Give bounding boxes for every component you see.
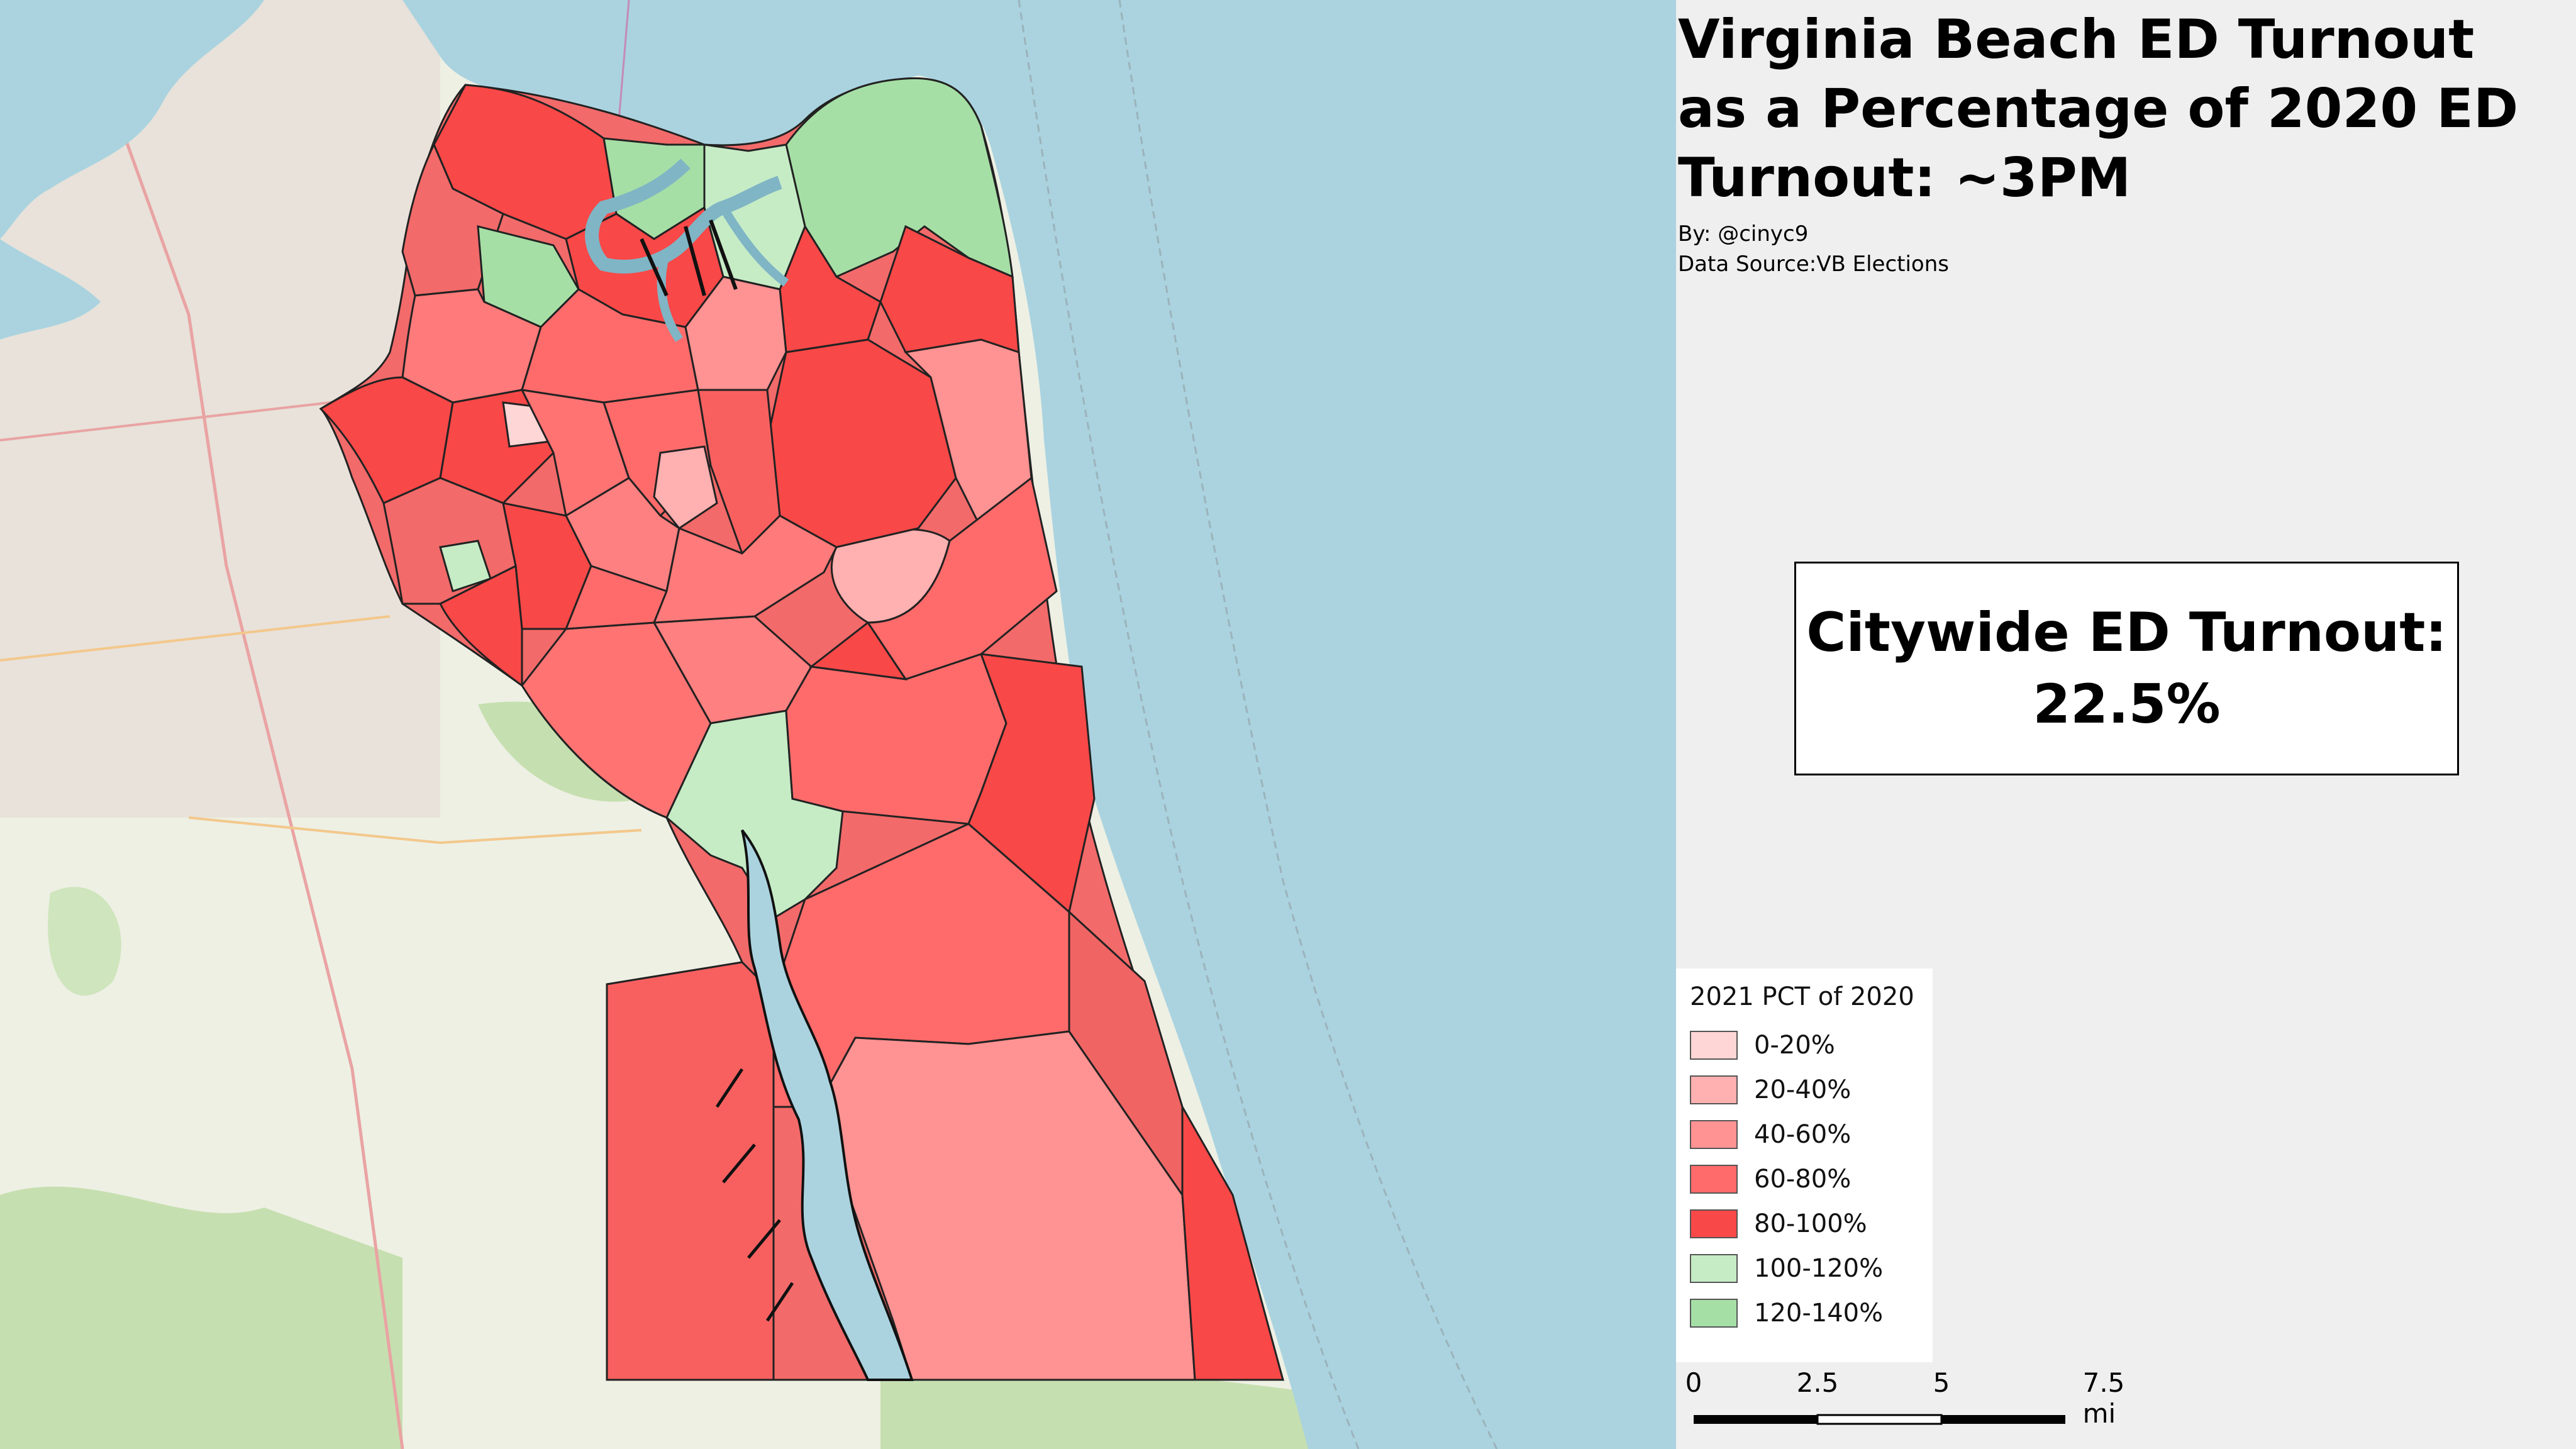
basemap-park	[880, 1367, 1384, 1449]
legend-label: 40-60%	[1754, 1119, 1852, 1149]
map-title: Virginia Beach ED Turnout as a Percentag…	[1678, 8, 2519, 209]
legend-swatch	[1690, 1253, 1738, 1283]
precinct[interactable]	[809, 621, 908, 680]
legend-swatch	[1690, 1030, 1738, 1060]
data-source: Data Source:VB Elections	[1678, 252, 1949, 277]
precinct[interactable]	[785, 77, 1014, 279]
basemap-road	[0, 615, 391, 662]
map-frame[interactable]	[0, 0, 1676, 1449]
precinct[interactable]	[1181, 1103, 1284, 1381]
legend-item: 20-40%	[1690, 1067, 1933, 1112]
precinct[interactable]	[521, 621, 712, 819]
legend: 2021 PCT of 2020 0-20% 20-40% 40-60% 60-…	[1676, 969, 1933, 1362]
water-river	[0, 239, 101, 340]
basemap-road	[74, 0, 404, 1449]
water-inlet	[719, 205, 789, 287]
legend-item: 40-60%	[1690, 1112, 1933, 1157]
precinct[interactable]	[879, 225, 1020, 354]
citywide-turnout-value: 22.5%	[2033, 673, 2221, 736]
precinct[interactable]	[438, 564, 523, 687]
marsh-edge	[715, 1068, 794, 1322]
shipping-lane	[1118, 0, 1498, 1449]
basemap-park	[48, 887, 121, 996]
legend-swatch	[1690, 1209, 1738, 1238]
legend-label: 80-100%	[1754, 1209, 1867, 1238]
scale-label: 0	[1685, 1367, 1702, 1398]
legend-label: 120-140%	[1754, 1298, 1884, 1328]
legend-label: 60-80%	[1754, 1164, 1852, 1194]
legend-label: 20-40%	[1754, 1075, 1852, 1104]
scale-bar: 0 2.5 5 7.5 mi	[1676, 1365, 2129, 1434]
legend-swatch	[1690, 1119, 1738, 1149]
precinct[interactable]	[606, 961, 775, 1381]
legend-item: 80-100%	[1690, 1201, 1933, 1246]
precinct[interactable]	[866, 476, 1058, 680]
precinct[interactable]	[652, 514, 838, 624]
legend-swatch	[1690, 1075, 1738, 1104]
legend-item: 0-20%	[1690, 1023, 1933, 1067]
legend-item: 60-80%	[1690, 1157, 1933, 1201]
water-harbor	[0, 0, 264, 239]
legend-swatch	[1690, 1164, 1738, 1194]
author-credit: By: @cinyc9	[1678, 221, 1809, 247]
legend-title: 2021 PCT of 2020	[1690, 982, 1914, 1011]
legend-swatch	[1690, 1298, 1738, 1328]
scale-label: 2.5	[1796, 1367, 1839, 1398]
scale-label: 5	[1933, 1367, 1950, 1398]
marsh-edge	[640, 219, 738, 297]
legend-item: 120-140%	[1690, 1291, 1933, 1335]
scale-bar-graphic	[1694, 1414, 2065, 1425]
water-ocean	[402, 0, 1676, 1449]
water-river	[741, 829, 914, 1381]
citywide-turnout-label: Citywide ED Turnout:	[1806, 601, 2447, 664]
legend-item: 100-120%	[1690, 1246, 1933, 1291]
citywide-turnout-box: Citywide ED Turnout: 22.5%	[1794, 562, 2459, 775]
shipping-lane	[1018, 0, 1360, 1449]
precinct[interactable]	[967, 653, 1096, 914]
precinct[interactable]	[653, 445, 718, 530]
basemap-road	[188, 816, 642, 845]
legend-label: 100-120%	[1754, 1253, 1884, 1283]
scale-label: 7.5 mi	[2082, 1367, 2125, 1429]
map-canvas[interactable]	[0, 0, 1676, 1449]
water-inlet	[657, 250, 683, 342]
precinct[interactable]	[785, 653, 1008, 825]
basemap-forest	[0, 1186, 402, 1449]
legend-label: 0-20%	[1754, 1030, 1835, 1060]
